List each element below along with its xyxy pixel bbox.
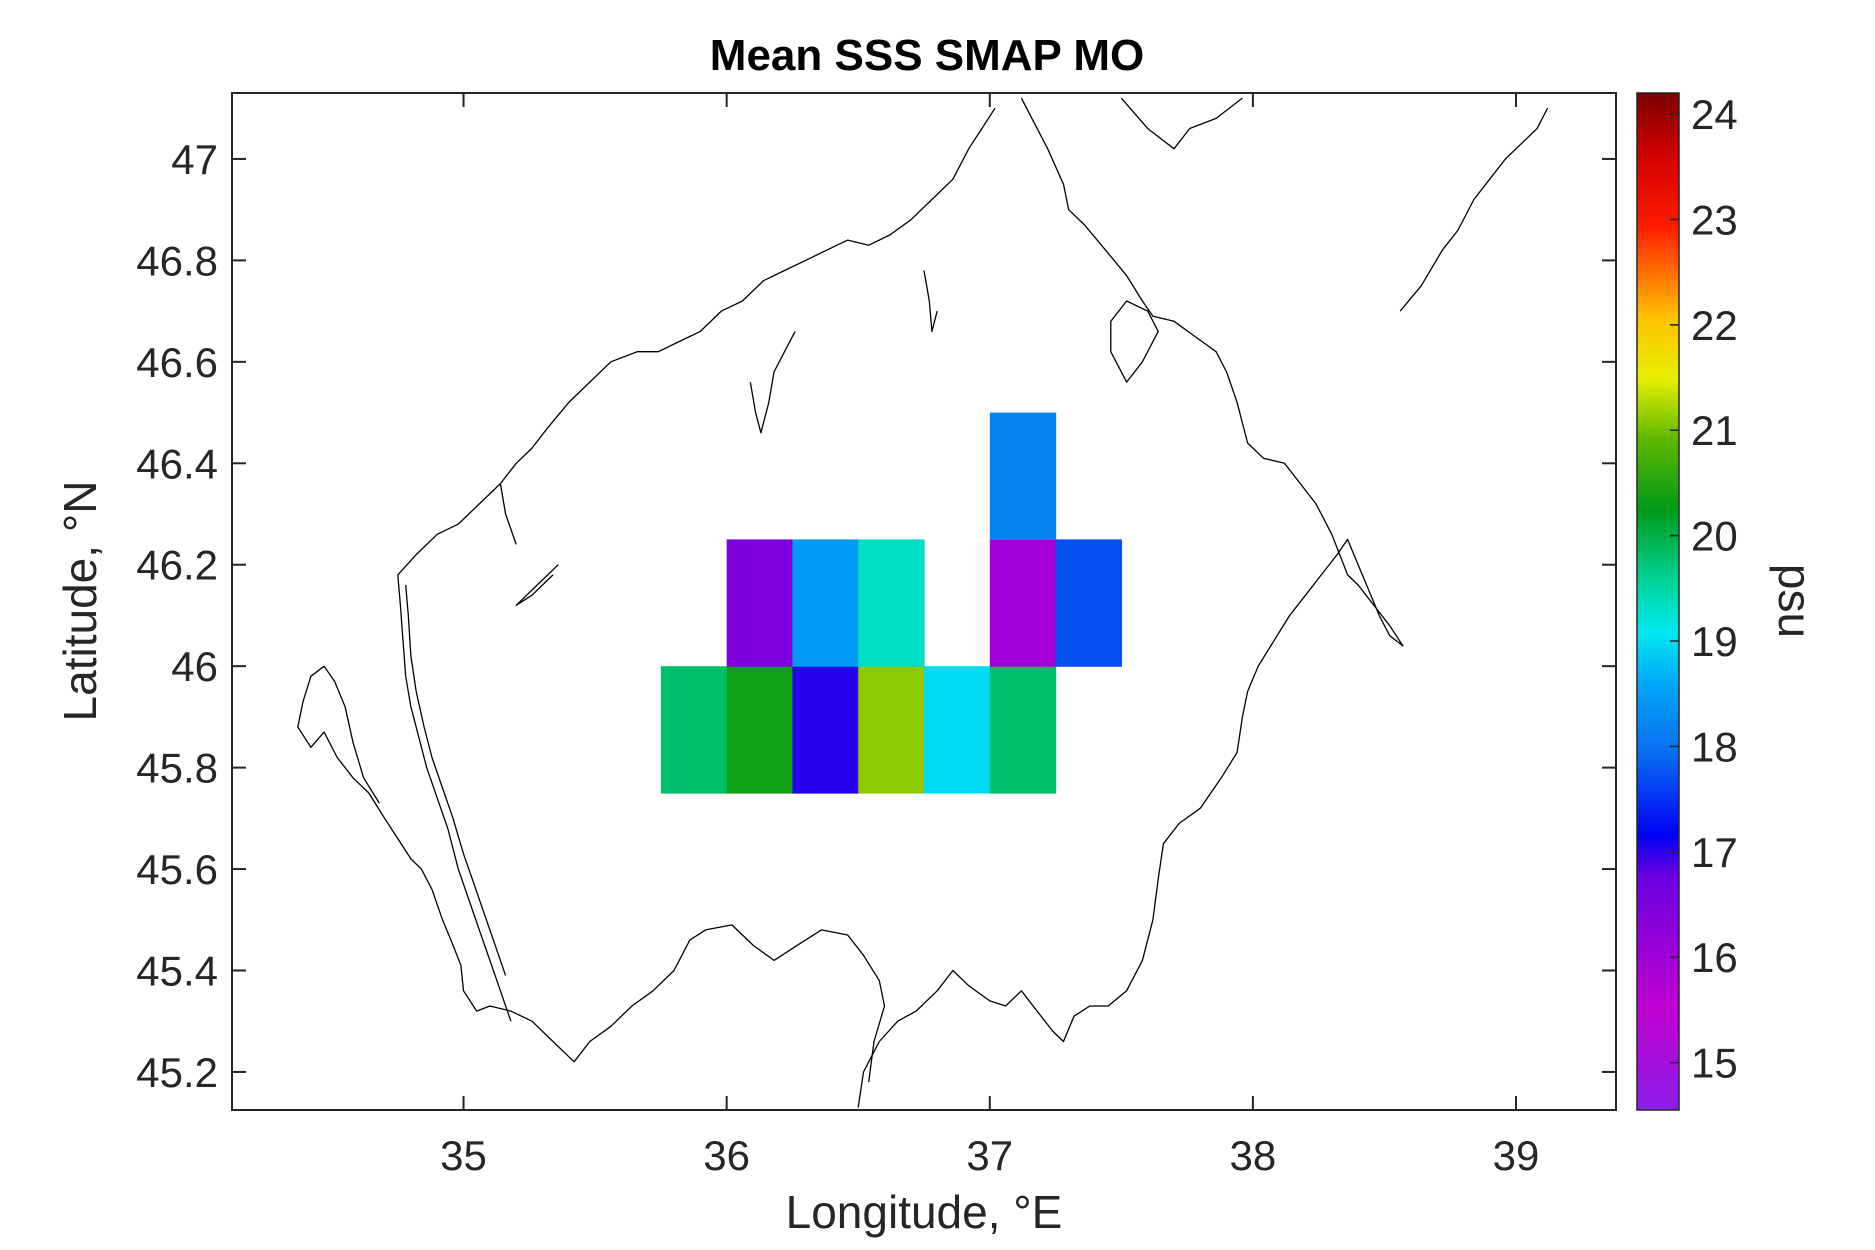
salinity-cell bbox=[726, 666, 794, 794]
x-tick-label: 36 bbox=[703, 1132, 750, 1179]
colorbar-tick-label: 23 bbox=[1691, 196, 1738, 243]
x-tick-label: 38 bbox=[1230, 1132, 1277, 1179]
coastline bbox=[297, 97, 1549, 1108]
salinity-cell bbox=[858, 539, 925, 667]
y-tick-label: 46 bbox=[171, 643, 218, 690]
colorbar-tick-label: 16 bbox=[1691, 934, 1738, 981]
colorbar-tick-label: 21 bbox=[1691, 407, 1738, 454]
salinity-cell bbox=[660, 666, 728, 794]
y-tick-label: 45.4 bbox=[136, 948, 218, 995]
colorbar-label: psu bbox=[1769, 564, 1821, 638]
salinity-cell bbox=[1055, 539, 1122, 667]
x-tick-label: 39 bbox=[1493, 1132, 1540, 1179]
colorbar-ticks: 15 16 17 18 19 20 21 22 23 24 bbox=[1670, 91, 1738, 1087]
salinity-cell bbox=[792, 666, 859, 794]
y-axis-label: Latitude, °N bbox=[54, 481, 106, 722]
coastline-segment bbox=[1399, 107, 1549, 312]
colorbar-tick-label: 24 bbox=[1691, 91, 1738, 138]
coastline-segment bbox=[1120, 97, 1243, 150]
coastline-segment bbox=[499, 483, 517, 545]
coastline-segment bbox=[405, 584, 507, 976]
colorbar-tick-label: 22 bbox=[1691, 302, 1738, 349]
coastline-segment bbox=[857, 97, 1404, 1108]
x-tick-label: 35 bbox=[440, 1132, 487, 1179]
colorbar-tick-label: 17 bbox=[1691, 829, 1738, 876]
y-tick-label: 46.8 bbox=[136, 237, 218, 284]
coastline-segment bbox=[1110, 300, 1159, 383]
x-axis-label: Longitude, °E bbox=[786, 1186, 1063, 1238]
y-tick-label: 45.6 bbox=[136, 846, 218, 893]
y-ticks: 45.2 45.4 45.6 45.8 46 46.2 46.4 46.6 46.8 47 bbox=[136, 136, 1616, 1096]
y-tick-label: 45.2 bbox=[136, 1049, 218, 1096]
coastline-segment bbox=[297, 665, 886, 1083]
x-tick-label: 37 bbox=[966, 1132, 1013, 1179]
salinity-cell bbox=[726, 539, 794, 667]
salinity-cell bbox=[989, 539, 1057, 667]
coastline-segment bbox=[749, 331, 796, 434]
salinity-cell bbox=[858, 666, 925, 794]
colorbar bbox=[1636, 92, 1680, 1111]
salinity-cell bbox=[924, 666, 991, 794]
salinity-cells bbox=[660, 412, 1122, 794]
chart-title: Mean SSS SMAP MO bbox=[710, 31, 1144, 80]
map-axes-frame bbox=[231, 92, 1617, 1111]
y-tick-label: 47 bbox=[171, 136, 218, 183]
salinity-cell bbox=[989, 666, 1057, 794]
coastline-segment bbox=[397, 574, 512, 1022]
colorbar-tick-label: 15 bbox=[1691, 1040, 1738, 1087]
y-tick-label: 46.4 bbox=[136, 440, 218, 487]
colorbar-tick-label: 19 bbox=[1691, 618, 1738, 665]
y-tick-label: 46.2 bbox=[136, 542, 218, 589]
colorbar-tick-label: 18 bbox=[1691, 723, 1738, 770]
salinity-cell bbox=[792, 539, 859, 667]
salinity-cell bbox=[989, 412, 1057, 540]
coastline-segment bbox=[515, 564, 559, 606]
y-tick-label: 45.8 bbox=[136, 745, 218, 792]
colorbar-tick-label: 20 bbox=[1691, 513, 1738, 560]
x-ticks: 35 36 37 38 39 bbox=[440, 93, 1539, 1179]
coastline-segment bbox=[923, 270, 938, 333]
y-tick-label: 46.6 bbox=[136, 339, 218, 386]
